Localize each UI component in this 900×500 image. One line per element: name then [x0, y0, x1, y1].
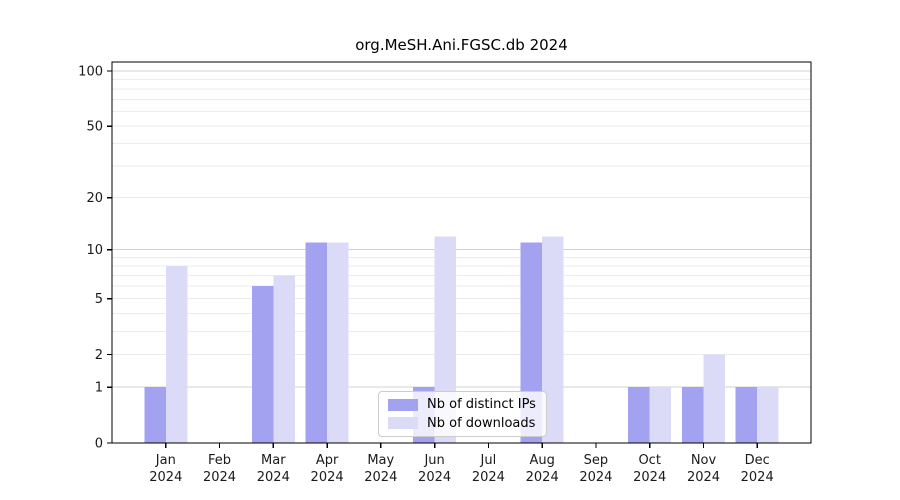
x-tick-label-month: Sep [584, 453, 609, 468]
bar-jan-ips [144, 387, 166, 443]
x-tick-label-month: Jan [155, 453, 176, 468]
x-tick-label-year: 2024 [257, 470, 290, 485]
legend-item-downloads: Nb of downloads [388, 416, 538, 431]
bar-nov-downloads [703, 354, 725, 443]
bar-oct-downloads [649, 387, 672, 443]
x-tick-label-year: 2024 [687, 470, 720, 485]
x-tick-label-month: Feb [208, 453, 231, 468]
y-tick-label: 20 [86, 191, 103, 206]
x-tick-label-year: 2024 [149, 470, 182, 485]
x-tick-label-month: May [367, 453, 394, 468]
bar-dec-downloads [757, 387, 779, 443]
bar-jan-downloads [165, 265, 188, 443]
y-tick-label: 100 [78, 65, 103, 80]
y-tick-label: 5 [95, 292, 103, 307]
y-tick-label: 10 [86, 243, 103, 258]
y-tick-label: 0 [95, 437, 103, 452]
plot-frame [111, 61, 812, 444]
bar-dec-ips [735, 387, 758, 443]
bar-mar-ips [251, 286, 274, 443]
legend-label: Nb of downloads [427, 415, 536, 431]
legend-label: Nb of distinct IPs [427, 397, 536, 413]
x-tick-label-month: Mar [261, 453, 286, 468]
x-tick-label-year: 2024 [472, 470, 505, 485]
x-tick-label-month: Apr [316, 453, 339, 468]
chart-title: org.MeSH.Ani.FGSC.db 2024 [355, 36, 568, 54]
x-tick-label-year: 2024 [526, 470, 559, 485]
y-tick-label: 1 [95, 381, 103, 396]
bar-mar-downloads [273, 275, 295, 443]
x-tick-label-month: Aug [530, 453, 555, 468]
y-tick-label: 50 [86, 120, 103, 135]
bar-aug-downloads [542, 236, 564, 443]
x-tick-label-year: 2024 [579, 470, 612, 485]
x-tick-label-year: 2024 [311, 470, 344, 485]
x-tick-label-month: Oct [638, 453, 660, 468]
y-tick-label: 2 [95, 348, 103, 363]
x-tick-label-month: Dec [745, 453, 770, 468]
bar-oct-ips [628, 387, 650, 443]
bar-nov-ips [682, 387, 704, 443]
legend: Nb of distinct IPs Nb of downloads [378, 391, 547, 437]
x-tick-label-month: Jun [423, 453, 444, 468]
x-tick-label-year: 2024 [741, 470, 774, 485]
bar-apr-ips [305, 242, 328, 443]
x-tick-label-year: 2024 [364, 470, 397, 485]
legend-swatch-ips-icon [388, 398, 418, 411]
x-tick-label-month: Nov [691, 453, 717, 468]
legend-swatch-downloads-icon [388, 417, 418, 430]
x-tick-label-year: 2024 [633, 470, 666, 485]
x-tick-label-year: 2024 [203, 470, 236, 485]
bar-apr-downloads [327, 242, 349, 443]
x-tick-label-month: Jul [480, 453, 497, 468]
x-tick-label-year: 2024 [418, 470, 451, 485]
legend-item-distinct-ips: Nb of distinct IPs [388, 397, 538, 412]
